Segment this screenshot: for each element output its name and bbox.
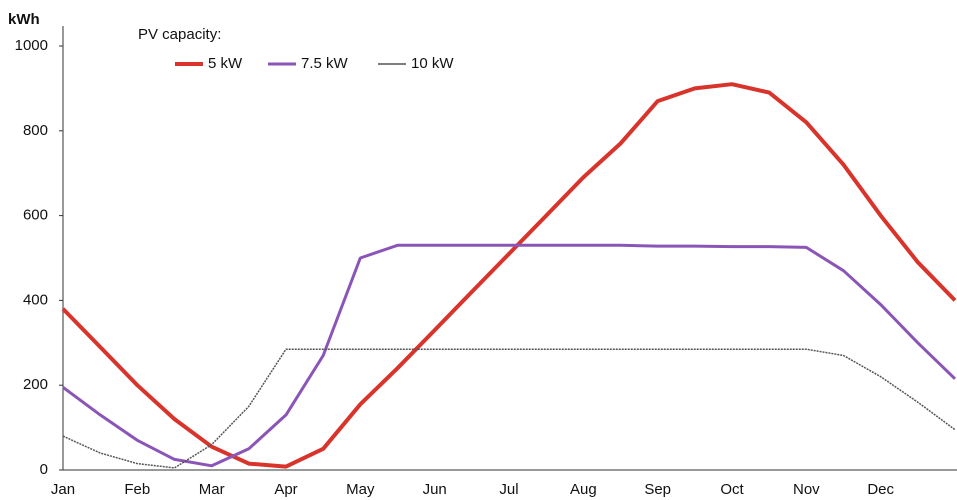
x-tick-label: Jul bbox=[499, 481, 518, 498]
legend-label: 5 kW bbox=[208, 55, 243, 72]
y-tick-label: 600 bbox=[23, 207, 48, 224]
x-tick-label: Jan bbox=[51, 481, 75, 498]
y-axis-label: kWh bbox=[8, 11, 40, 28]
series-line bbox=[62, 348, 956, 469]
legend-label: 7.5 kW bbox=[301, 55, 349, 72]
series-line bbox=[61, 82, 957, 469]
x-tick-label: Aug bbox=[570, 481, 597, 498]
x-tick-label: Oct bbox=[720, 481, 744, 498]
legend-title: PV capacity: bbox=[138, 26, 221, 43]
y-tick-label: 800 bbox=[23, 122, 48, 139]
series-line bbox=[62, 243, 957, 468]
legend-label: 10 kW bbox=[411, 55, 454, 72]
x-tick-label: Sep bbox=[644, 481, 671, 498]
y-tick-label: 0 bbox=[40, 461, 48, 478]
x-tick-label: Feb bbox=[124, 481, 150, 498]
y-tick-label: 200 bbox=[23, 376, 48, 393]
x-tick-label: May bbox=[346, 481, 375, 498]
y-tick-label: 1000 bbox=[15, 37, 48, 54]
x-tick-label: Mar bbox=[199, 481, 225, 498]
x-tick-label: Dec bbox=[867, 481, 894, 498]
y-tick-label: 400 bbox=[23, 291, 48, 308]
x-tick-label: Nov bbox=[793, 481, 820, 498]
x-tick-label: Jun bbox=[423, 481, 447, 498]
x-tick-label: Apr bbox=[274, 481, 297, 498]
